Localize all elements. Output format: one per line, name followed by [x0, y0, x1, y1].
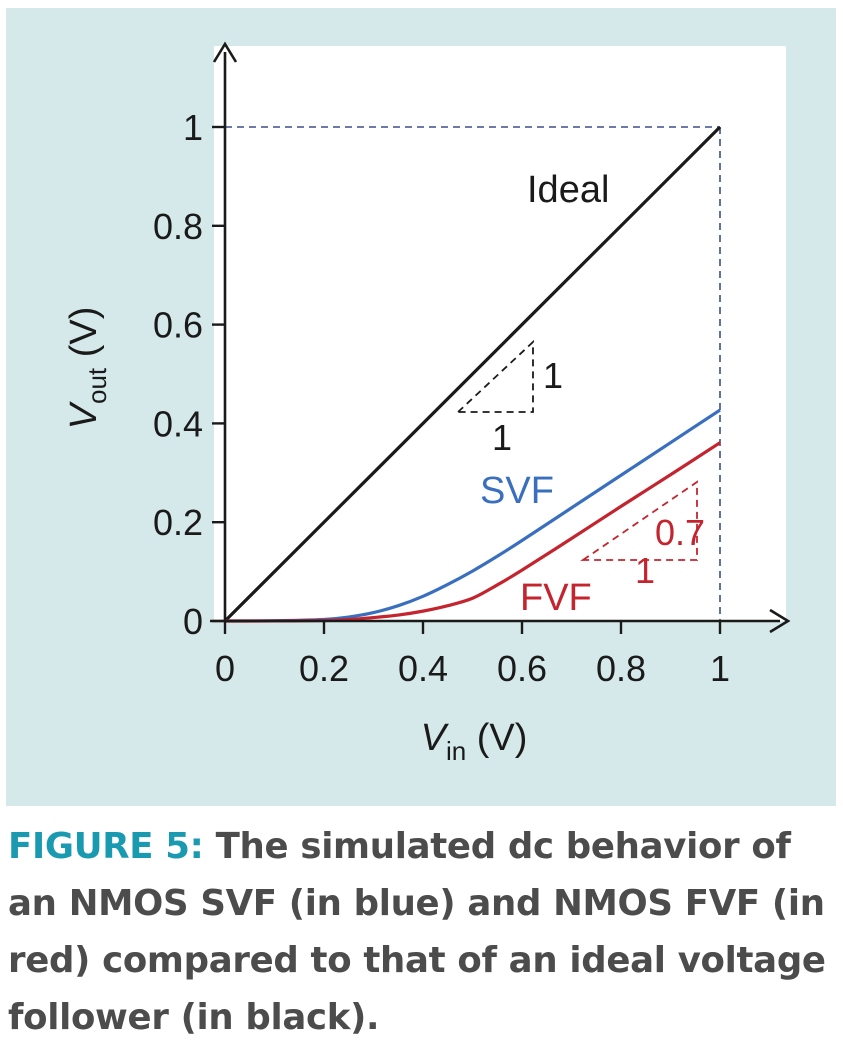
fvf-slope-rise: 0.7 [655, 512, 705, 553]
y-axis-title: Vout (V) [63, 307, 112, 430]
y-tick-label: 1 [183, 107, 203, 148]
ideal-slope-triangle [455, 339, 534, 413]
y-axis-arrow [212, 41, 238, 63]
caption-lead: FIGURE 5: [8, 826, 204, 867]
x-tick-label: 1 [710, 648, 730, 689]
x-tick-label: 0.6 [497, 648, 547, 689]
vout-vs-vin-chart: 0 0.2 0.4 0.6 0.8 1 0 0.2 0.4 0.6 0.8 1 Vin (V) Vou… [63, 41, 791, 766]
y-tick-label: 0.2 [153, 502, 203, 543]
ticks-layer: 0 0.2 0.4 0.6 0.8 1 0 0.2 0.4 0.6 0.8 1 [153, 107, 730, 689]
y-tick-label: 0.8 [153, 206, 203, 247]
x-axis-arrow [769, 608, 791, 634]
ideal-slope-rise: 1 [543, 355, 563, 396]
y-tick-label: 0.6 [153, 305, 203, 346]
caption-text: The simulated dc behavior of an NMOS SVF… [8, 826, 826, 1038]
y-tick-label: 0.4 [153, 403, 203, 444]
x-tick-label: 0.2 [299, 648, 349, 689]
x-axis-title: Vin (V) [421, 717, 528, 766]
x-tick-label: 0.4 [398, 648, 448, 689]
x-tick-label: 0 [215, 648, 235, 689]
y-tick-label: 0 [183, 601, 203, 642]
svf-label: SVF [480, 470, 554, 512]
plot-area [214, 46, 786, 621]
x-tick-label: 0.8 [596, 648, 646, 689]
ideal-label: Ideal [527, 169, 609, 211]
fvf-slope-run: 1 [635, 550, 655, 591]
fvf-label: FVF [520, 577, 592, 619]
ideal-slope-run: 1 [492, 417, 512, 458]
figure-caption: FIGURE 5: The simulated dc behavior of a… [8, 818, 836, 1046]
series-line-ideal [223, 125, 722, 623]
